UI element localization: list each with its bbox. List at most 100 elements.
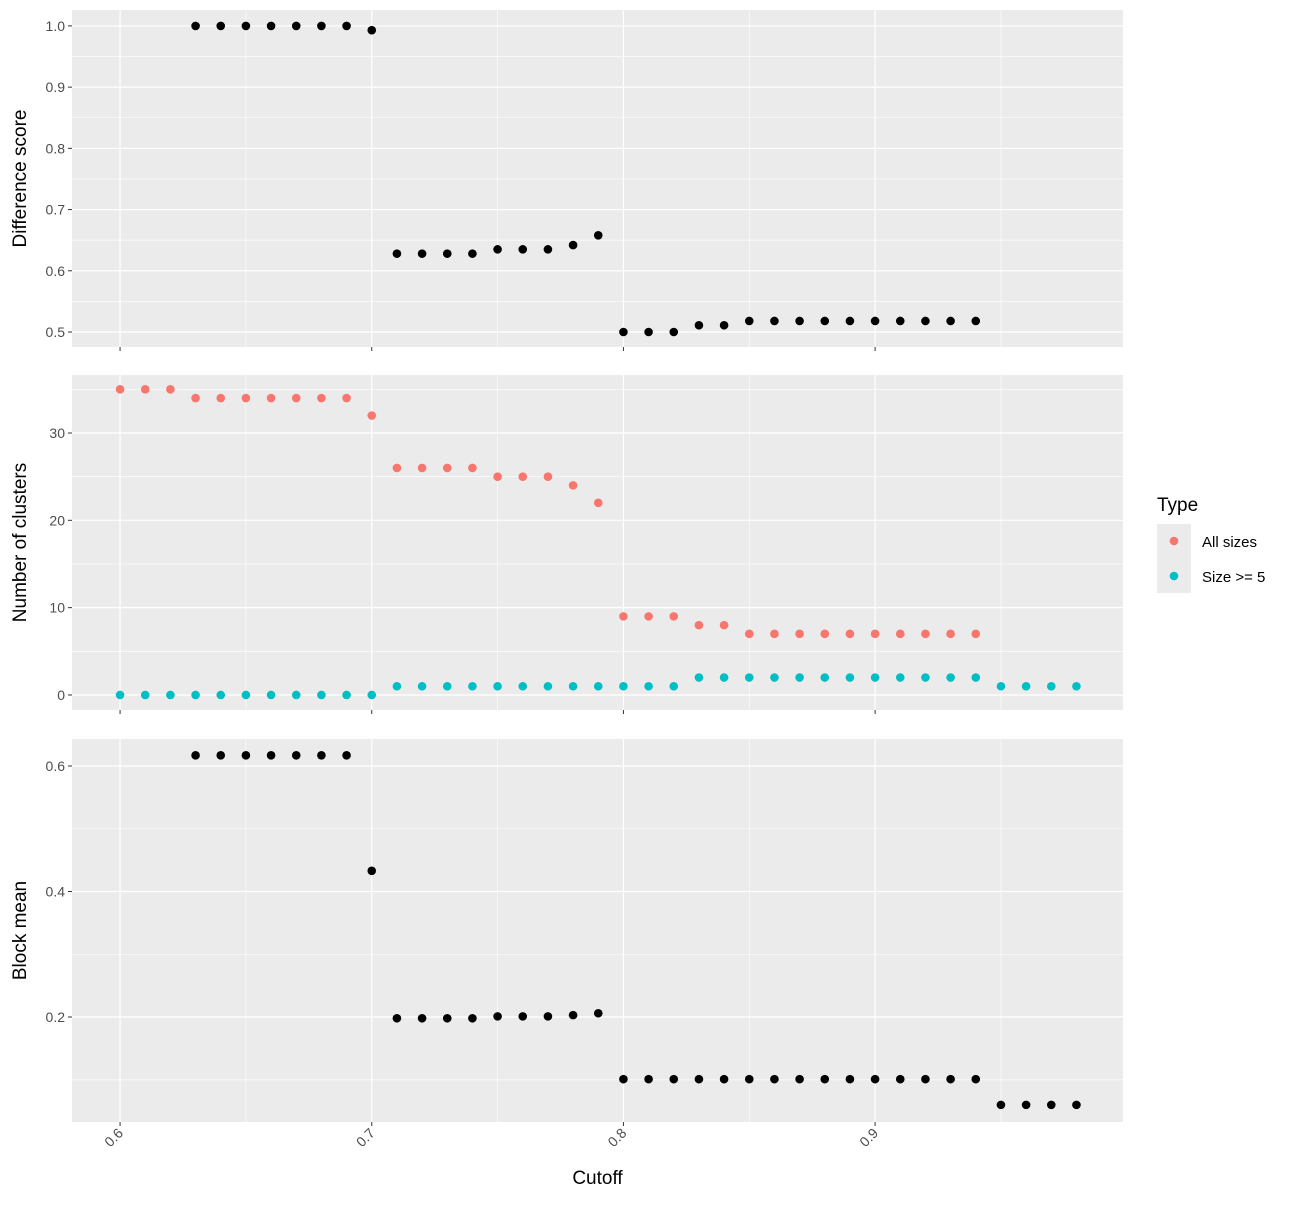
point	[795, 1074, 804, 1084]
point	[719, 320, 729, 330]
point	[895, 673, 905, 682]
point	[518, 681, 528, 691]
point	[266, 690, 276, 700]
point	[744, 1074, 754, 1084]
point	[442, 249, 452, 258]
point	[392, 463, 402, 473]
point	[870, 316, 880, 326]
point	[216, 393, 226, 403]
point	[845, 673, 855, 682]
point	[921, 1074, 930, 1084]
point	[493, 245, 502, 254]
point	[1072, 681, 1081, 691]
point	[191, 21, 200, 31]
point	[417, 249, 427, 258]
point	[468, 249, 477, 258]
y-tick-label: 10	[49, 600, 65, 616]
y-tick-label: 0	[57, 687, 65, 703]
y-tick-label: 0.2	[46, 1009, 66, 1025]
point	[770, 673, 779, 682]
x-tick-label: 0.9	[856, 1125, 881, 1150]
point	[367, 411, 377, 420]
point	[115, 690, 125, 700]
point	[619, 612, 628, 621]
point	[140, 690, 150, 700]
point	[1046, 1100, 1056, 1110]
point	[317, 690, 326, 700]
point	[644, 327, 653, 337]
legend-title: Type	[1157, 495, 1198, 516]
point	[921, 629, 930, 639]
point	[719, 620, 729, 630]
legend-key-background	[1157, 524, 1191, 593]
legend-key	[1169, 571, 1179, 581]
point	[669, 612, 679, 621]
panel-background	[72, 739, 1123, 1122]
point	[795, 629, 804, 639]
point	[115, 385, 125, 394]
point	[442, 681, 452, 691]
point	[770, 1074, 779, 1084]
point	[342, 690, 351, 700]
point	[266, 21, 276, 31]
point	[593, 681, 603, 691]
y-tick-label: 0.7	[46, 202, 66, 218]
point	[468, 1013, 477, 1023]
point	[619, 1074, 628, 1084]
point	[619, 327, 628, 337]
point	[971, 629, 981, 639]
point	[191, 751, 200, 760]
point	[543, 472, 553, 481]
point	[644, 612, 653, 621]
point	[417, 681, 427, 691]
point	[795, 673, 804, 682]
point	[820, 316, 830, 326]
point	[895, 316, 905, 326]
point	[241, 21, 251, 31]
point	[971, 673, 981, 682]
point	[317, 393, 326, 403]
point	[216, 21, 226, 31]
point	[291, 21, 301, 31]
point	[971, 1074, 981, 1084]
point	[946, 316, 955, 326]
point	[669, 327, 679, 337]
point	[166, 385, 175, 394]
point	[367, 866, 377, 876]
point	[694, 673, 704, 682]
point	[518, 472, 528, 481]
point	[1046, 681, 1056, 691]
point	[593, 230, 603, 240]
point	[543, 681, 553, 691]
point	[317, 21, 326, 31]
point	[744, 673, 754, 682]
point	[468, 463, 477, 473]
point	[392, 681, 402, 691]
point	[266, 751, 276, 760]
point	[770, 629, 779, 639]
point	[619, 681, 628, 691]
point	[266, 393, 276, 403]
point	[694, 1074, 704, 1084]
point	[820, 673, 830, 682]
point	[1072, 1100, 1081, 1110]
point	[694, 320, 704, 330]
y-tick-label: 0.4	[46, 883, 66, 899]
legend-key	[1169, 536, 1179, 546]
y-tick-label: 30	[49, 425, 65, 441]
point	[518, 245, 528, 254]
y-tick-label: 0.5	[46, 324, 66, 340]
point	[518, 1012, 528, 1021]
point	[417, 1013, 427, 1023]
point	[493, 681, 502, 691]
point	[568, 681, 578, 691]
point	[1021, 681, 1031, 691]
point	[342, 21, 351, 31]
point	[795, 316, 804, 326]
point	[870, 629, 880, 639]
point	[996, 1100, 1006, 1110]
point	[845, 316, 855, 326]
x-tick-label: 0.6	[101, 1125, 126, 1150]
